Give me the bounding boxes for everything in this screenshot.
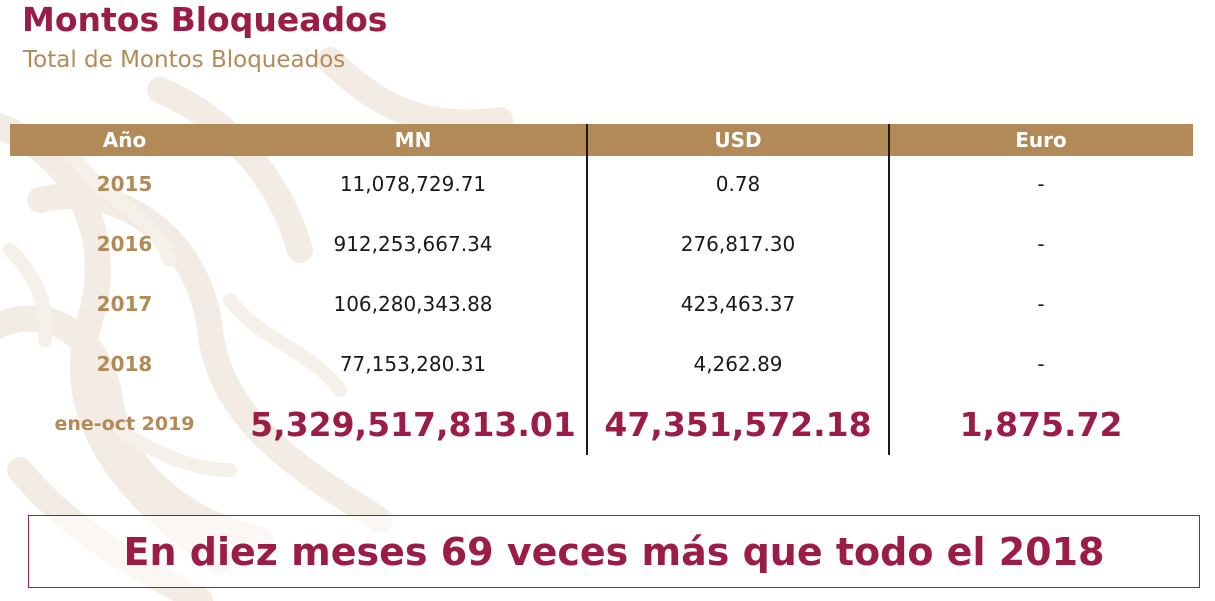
blocked-amounts-table: Año MN USD Euro 2015 11,078,729.71 0.78 … — [10, 124, 1193, 456]
row-usd: 276,817.30 — [680, 232, 796, 256]
row-usd: 423,463.37 — [680, 292, 796, 316]
column-divider — [586, 124, 588, 455]
header-year: Año — [102, 128, 147, 152]
row-usd: 47,351,572.18 — [604, 404, 872, 444]
row-mn: 77,153,280.31 — [339, 352, 487, 376]
summary-banner-text: En diez meses 69 veces más que todo el 2… — [123, 529, 1105, 574]
row-usd: 0.78 — [715, 172, 761, 196]
table-row: 2018 77,153,280.31 4,262.89 - — [10, 334, 1193, 394]
row-mn: 5,329,517,813.01 — [250, 404, 576, 444]
row-year: 2018 — [96, 352, 153, 376]
header-mn: MN — [394, 128, 432, 152]
page-subtitle: Total de Montos Bloqueados — [23, 47, 346, 73]
column-divider — [888, 124, 890, 455]
row-euro: - — [1037, 172, 1045, 196]
row-euro: - — [1037, 232, 1045, 256]
table-row-highlight: ene-oct 2019 5,329,517,813.01 47,351,572… — [10, 394, 1193, 454]
table-row: 2015 11,078,729.71 0.78 - — [10, 154, 1193, 214]
row-year: ene-oct 2019 — [54, 413, 195, 435]
row-euro: 1,875.72 — [959, 404, 1123, 444]
row-year: 2015 — [96, 172, 153, 196]
row-mn: 106,280,343.88 — [333, 292, 493, 316]
header-usd: USD — [714, 128, 762, 152]
row-euro: - — [1037, 352, 1045, 376]
header-euro: Euro — [1015, 128, 1067, 152]
table-row: 2016 912,253,667.34 276,817.30 - — [10, 214, 1193, 274]
row-year: 2017 — [96, 292, 153, 316]
table-row: 2017 106,280,343.88 423,463.37 - — [10, 274, 1193, 334]
row-mn: 11,078,729.71 — [339, 172, 487, 196]
row-euro: - — [1037, 292, 1045, 316]
row-usd: 4,262.89 — [693, 352, 783, 376]
summary-banner: En diez meses 69 veces más que todo el 2… — [28, 515, 1200, 588]
table-header: Año MN USD Euro — [10, 124, 1193, 156]
row-year: 2016 — [96, 232, 153, 256]
page-title: Montos Bloqueados — [22, 0, 388, 39]
row-mn: 912,253,667.34 — [333, 232, 493, 256]
